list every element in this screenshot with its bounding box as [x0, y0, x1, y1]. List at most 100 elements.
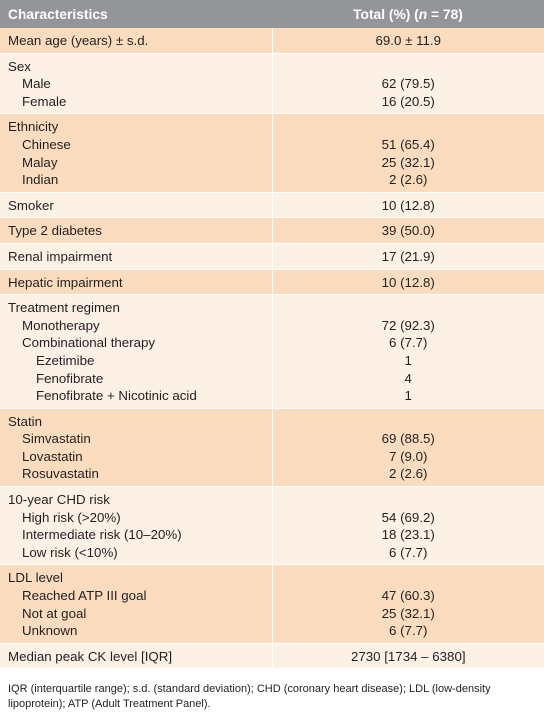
- characteristic-label: Not at goal: [22, 605, 87, 621]
- characteristic-label: Unknown: [22, 623, 78, 639]
- total-value: [281, 569, 537, 587]
- total-value: 6 (7.7): [389, 623, 428, 639]
- total-value: 10 (12.8): [381, 197, 435, 213]
- characteristic-label: Sex: [8, 58, 31, 74]
- characteristic-label: Mean age (years) ± s.d.: [8, 33, 149, 48]
- characteristic-label: Female: [22, 93, 67, 109]
- total-value: 4: [404, 370, 412, 386]
- characteristic-cell: Ethnicity Chinese Malay Indian: [0, 113, 272, 193]
- total-value: 6 (7.7): [389, 335, 428, 351]
- total-value: 17 (21.9): [381, 248, 435, 264]
- total-value: 18 (23.1): [381, 527, 435, 543]
- characteristic-label: 10-year CHD risk: [8, 492, 110, 508]
- characteristic-label: Type 2 diabetes: [8, 223, 102, 239]
- total-value: 62 (79.5): [381, 76, 435, 92]
- header-total-n: n: [418, 6, 428, 22]
- table-header-row: Characteristics Total (%) (n = 78): [0, 0, 544, 28]
- table-body: Mean age (years) ± s.d. 69.0 ± 11.9 Sex Mal…: [0, 28, 544, 669]
- table-footnote: IQR (interquartile range); s.d. (standar…: [8, 683, 491, 711]
- total-cell: 10 (12.8): [271, 268, 544, 295]
- table-row: Renal impairment 17 (21.9): [0, 242, 544, 270]
- total-value: [281, 299, 537, 317]
- characteristic-label: Malay: [22, 154, 58, 170]
- characteristic-label: High risk (>20%): [22, 509, 121, 525]
- characteristic-label: Rosuvastatin: [22, 466, 99, 482]
- characteristic-cell: LDL level Reached ATP III goal Not at goal…: [0, 564, 272, 644]
- characteristic-cell: Sex Male Female: [0, 52, 272, 114]
- table-row: Median peak CK level [IQR] 2730 [1734 – 6…: [0, 642, 544, 669]
- characteristic-label: Simvastatin: [22, 431, 91, 447]
- header-total: Total (%) (n = 78): [272, 0, 544, 28]
- characteristic-label: Chinese: [22, 136, 71, 152]
- characteristic-label: Reached ATP III goal: [22, 588, 147, 604]
- characteristic-label: Treatment regimen: [8, 300, 120, 316]
- characteristic-label: Statin: [8, 413, 43, 429]
- characteristic-cell: Smoker: [0, 191, 272, 218]
- total-value: 6 (7.7): [389, 544, 428, 560]
- characteristic-label: Fenofibrate: [36, 370, 104, 386]
- table-row: 10-year CHD risk High risk (>20%) Intermed…: [0, 486, 544, 565]
- characteristic-label: Ezetimibe: [36, 352, 95, 368]
- total-value: 1: [404, 352, 412, 368]
- characteristic-label: LDL level: [8, 570, 63, 586]
- characteristic-label: Fenofibrate + Nicotinic acid: [36, 388, 197, 404]
- total-cell: 62 (79.5) 16 (20.5): [271, 52, 544, 114]
- characteristic-cell: Median peak CK level [IQR]: [0, 642, 272, 669]
- total-value: 47 (60.3): [381, 588, 435, 604]
- total-value: 51 (65.4): [381, 136, 435, 152]
- total-value: 39 (50.0): [381, 223, 435, 239]
- total-cell: 72 (92.3) 6 (7.7) 1 4 1: [271, 294, 544, 409]
- characteristic-cell: 10-year CHD risk High risk (>20%) Intermed…: [0, 486, 272, 565]
- total-cell: 39 (50.0): [271, 217, 544, 244]
- total-value: 2730 [1734 – 6380]: [350, 648, 466, 664]
- table-row: Sex Male Female 62 (79.5) 16 (20.5): [0, 52, 544, 114]
- table-row: Ethnicity Chinese Malay Indian 51 (65.4) 25 …: [0, 113, 544, 193]
- total-value: [281, 491, 537, 509]
- total-cell: 69 (88.5) 7 (9.0) 2 (2.6): [271, 407, 544, 487]
- characteristic-label: Hepatic impairment: [8, 274, 123, 290]
- characteristic-label: Ethnicity: [8, 119, 59, 135]
- characteristic-label: Combinational therapy: [22, 335, 156, 351]
- table-row: LDL level Reached ATP III goal Not at goal…: [0, 564, 544, 644]
- total-cell: 17 (21.9): [271, 242, 544, 270]
- characteristic-cell: Mean age (years) ± s.d.: [0, 28, 272, 54]
- characteristic-label: Median peak CK level [IQR]: [8, 648, 173, 664]
- table-row: Hepatic impairment 10 (12.8): [0, 268, 544, 295]
- total-value: 10 (12.8): [381, 274, 435, 290]
- total-value: 2 (2.6): [389, 172, 428, 188]
- characteristic-label: Intermediate risk (10–20%): [22, 527, 182, 543]
- table-row: Statin Simvastatin Lovastatin Rosuvastatin …: [0, 407, 544, 487]
- characteristic-label: Smoker: [8, 197, 54, 213]
- total-value: 16 (20.5): [381, 93, 435, 109]
- total-cell: 51 (65.4) 25 (32.1) 2 (2.6): [271, 113, 544, 193]
- characteristics-table: Characteristics Total (%) (n = 78) Mean …: [0, 0, 544, 669]
- characteristic-cell: Statin Simvastatin Lovastatin Rosuvastatin: [0, 407, 272, 487]
- characteristic-cell: Renal impairment: [0, 242, 272, 270]
- total-value: 69.0 ± 11.9: [375, 33, 441, 48]
- total-value: 1: [404, 388, 412, 404]
- total-cell: 2730 [1734 – 6380]: [271, 642, 544, 669]
- total-value: 2 (2.6): [389, 466, 428, 482]
- header-characteristics: Characteristics: [0, 0, 272, 28]
- total-cell: 69.0 ± 11.9: [271, 28, 544, 54]
- characteristic-cell: Type 2 diabetes: [0, 217, 272, 244]
- total-value: [281, 58, 537, 76]
- total-value: [281, 118, 537, 136]
- total-value: 25 (32.1): [381, 154, 435, 170]
- total-cell: 47 (60.3) 25 (32.1) 6 (7.7): [271, 564, 544, 644]
- table-row: Smoker 10 (12.8): [0, 191, 544, 218]
- total-value: 7 (9.0): [389, 448, 428, 464]
- characteristic-label: Indian: [22, 172, 59, 188]
- total-cell: 54 (69.2) 18 (23.1) 6 (7.7): [271, 486, 544, 565]
- characteristic-label: Low risk (<10%): [22, 544, 118, 560]
- header-total-suffix: = 78): [427, 6, 463, 22]
- characteristic-label: Monotherapy: [22, 317, 100, 333]
- characteristic-label: Renal impairment: [8, 248, 113, 264]
- characteristic-cell: Treatment regimen Monotherapy Combinationa…: [0, 294, 272, 409]
- header-total-prefix: Total (%) (: [353, 6, 419, 22]
- table-row: Treatment regimen Monotherapy Combinationa…: [0, 294, 544, 409]
- total-value: 69 (88.5): [381, 431, 435, 447]
- characteristic-label: Male: [22, 76, 51, 92]
- total-value: 25 (32.1): [381, 605, 435, 621]
